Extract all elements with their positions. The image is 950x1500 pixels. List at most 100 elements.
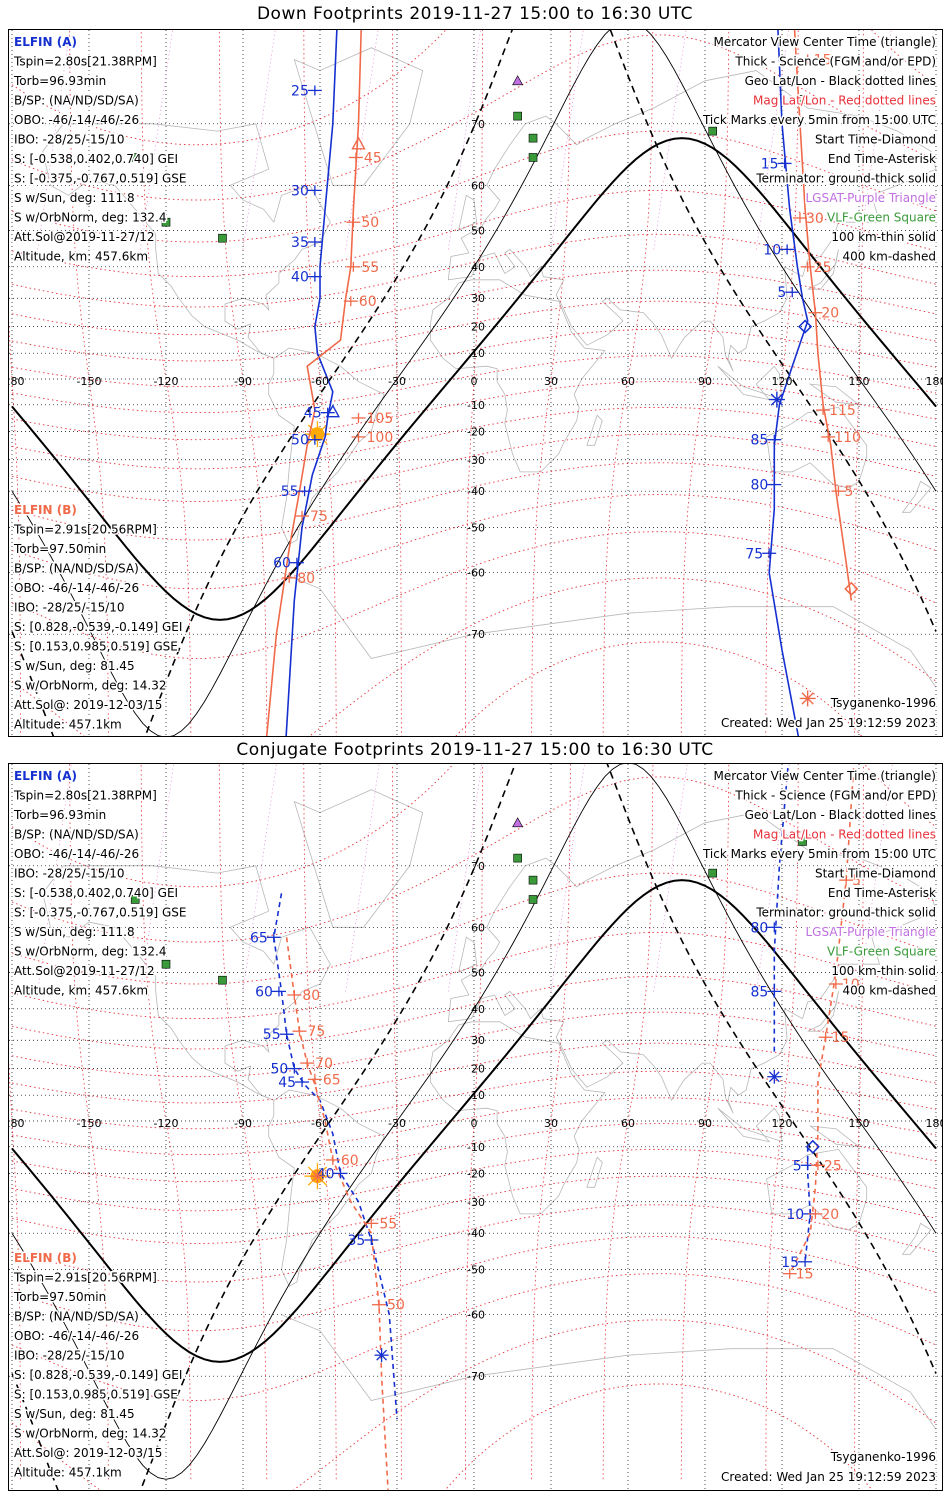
elfin-a-info-line: Att.Sol@2019-11-27/12: [14, 230, 155, 244]
elfin-b-info-line: S w/OrbNorm, deg: 14.32: [14, 1427, 166, 1441]
legend-entry: 400 km-dashed: [842, 984, 936, 998]
landmass-outline: [447, 812, 937, 1114]
lgsat-triangle: [512, 817, 524, 828]
mag-polar-line: [447, 764, 483, 992]
elfin-b-tick-label: 110: [834, 430, 861, 446]
elfin-a-tick-label: 35: [291, 235, 309, 251]
created-timestamp: Created: Wed Jan 25 19:12:59 2023: [721, 716, 936, 730]
legend-entry: Thick - Science (FGM and/or EPD): [734, 789, 936, 803]
mag-latitude-line: [11, 1175, 937, 1244]
down-map-layer: 2530354045505560455055601051007580151058…: [9, 30, 942, 736]
elfin-a-info-header: ELFIN (A): [14, 35, 77, 49]
vlf-station-square: [708, 126, 718, 136]
mag-meridian-line: [602, 30, 654, 736]
longitude-tick-label: 90: [698, 375, 712, 388]
elfin-a-info-line: S: [-0.538,0.402,0.740] GEI: [14, 152, 178, 166]
mag-meridian-line: [303, 764, 337, 1480]
vlf-station-square: [218, 975, 227, 985]
latitude-tick-label: -50: [467, 1264, 485, 1277]
latitude-tick-label: -20: [467, 425, 485, 438]
mag-polar-line: [242, 30, 276, 250]
longitude-tick-label: -90: [234, 375, 252, 388]
terminator-400km: [11, 764, 937, 1490]
elfin-a-tick-label: 45: [278, 1075, 296, 1091]
elfin-b-tick-label: 50: [387, 1298, 405, 1314]
end-time-asterisk: [801, 692, 814, 705]
landmass-outline: [586, 414, 603, 446]
legend-entry: Mag Lat/Lon - Red dotted lines: [753, 828, 936, 842]
mag-meridian-line: [9, 1061, 21, 1480]
elfin-b-tick-label: 15: [796, 1267, 814, 1283]
field-model-label: Tsyganenko-1996: [830, 1450, 936, 1464]
landmass-outline: [293, 789, 424, 928]
landmass-outline: [447, 70, 937, 372]
elfin-b-start-diamond: [844, 581, 859, 596]
vlf-station-square: [218, 233, 227, 243]
elfin-a-start-diamond: [805, 1139, 820, 1154]
landmass-outline: [808, 1125, 861, 1148]
legend-entry: Geo Lat/Lon - Black dotted lines: [745, 74, 936, 88]
latitude-tick-label: -40: [467, 1227, 485, 1240]
latitude-tick-label: 50: [471, 966, 485, 979]
elfin-b-info-line: S: [0.153,0.985,0.519] GSE: [14, 640, 178, 654]
elfin-b-info-line: B/SP: (NA/ND/SD/SA): [14, 1310, 139, 1324]
terminator-100km: [11, 30, 937, 736]
longitude-tick-label: 0: [471, 1117, 478, 1130]
landmass-outline: [458, 194, 478, 232]
landmass-outline: [430, 279, 606, 473]
view-center-triangle: [351, 136, 366, 150]
elfin-b-tick-label: 75: [307, 1024, 325, 1040]
mag-meridian-line: [680, 30, 730, 736]
landmass-outline: [766, 406, 868, 489]
elfin-a-info-line: Torb=96.93min: [13, 74, 106, 88]
elfin-b-tick-label: 55: [379, 1216, 397, 1232]
elfin-a-track-right: [773, 764, 789, 1055]
elfin-b-tick-label: 25: [814, 260, 832, 276]
longitude-tick-label: -60: [311, 375, 329, 388]
landmass-outline: [901, 480, 932, 513]
elfin-b-info-line: S w/Sun, deg: 81.45: [14, 659, 135, 673]
elfin-b-info-line: S w/Sun, deg: 81.45: [14, 1407, 135, 1421]
elfin-b-track-main: [265, 30, 362, 736]
elfin-b-tick-label: 50: [361, 215, 379, 231]
legend-entry: Tick Marks every 5min from 15:00 UTC: [702, 847, 936, 861]
elfin-b-tick-label: 70: [315, 1056, 333, 1072]
elfin-a-info-line: S: [-0.375,-0.767,0.519] GSE: [14, 906, 187, 920]
mag-meridian-line: [9, 319, 21, 736]
elfin-a-info-line: S w/OrbNorm, deg: 132.4: [14, 211, 166, 225]
mag-meridian-line: [465, 30, 483, 736]
elfin-a-tick-label: 80: [750, 920, 768, 936]
latitude-tick-label: -40: [467, 485, 485, 498]
elfin-b-tick-label: 60: [359, 294, 377, 310]
vlf-station-square: [161, 959, 171, 969]
longitude-tick-label: -30: [388, 375, 406, 388]
legend-entry: LGSAT-Purple Triangle: [806, 925, 937, 939]
elfin-b-info-line: OBO: -46/-14/-46/-26: [14, 581, 139, 595]
legend-entry: Thick - Science (FGM and/or EPD): [734, 55, 936, 69]
mag-meridian-line: [69, 30, 109, 736]
mag-polar-line: [550, 764, 585, 992]
latitude-tick-label: 20: [471, 321, 485, 334]
elfin-a-tick-label: 40: [291, 270, 309, 286]
down-map: 2530354045505560455055601051007580151058…: [0, 30, 947, 736]
vlf-station-square: [161, 217, 171, 227]
latitude-tick-label: 30: [471, 292, 485, 305]
landmass-outline: [766, 1148, 868, 1231]
mag-meridian-line: [218, 30, 268, 736]
conj-map-layer: 6560555045403580757065605550808551015510…: [9, 764, 942, 1490]
mag-latitude-line: [11, 433, 937, 502]
longitude-tick-label: 180: [926, 1117, 943, 1130]
elfin-a-info-line: OBO: -46/-14/-46/-26: [14, 847, 139, 861]
elfin-b-info-line: Att.Sol@: 2019-12-03/15: [14, 1446, 162, 1460]
latitude-tick-label: -30: [467, 1196, 485, 1209]
mag-latitude-line: [11, 34, 937, 201]
legend-entry: Start Time-Diamond: [815, 867, 936, 881]
elfin-a-tick-label: 30: [291, 183, 309, 199]
mag-meridian-line: [765, 30, 799, 736]
elfin-b-info-header: ELFIN (B): [14, 1251, 77, 1265]
elfin-b-track-right: [788, 764, 855, 1275]
landmass-outline: [807, 249, 839, 290]
conjugate-panel-title: Conjugate Footprints 2019-11-27 15:00 to…: [236, 740, 714, 760]
latitude-tick-label: 50: [471, 224, 485, 237]
elfin-b-tick-label: 5: [852, 873, 861, 889]
